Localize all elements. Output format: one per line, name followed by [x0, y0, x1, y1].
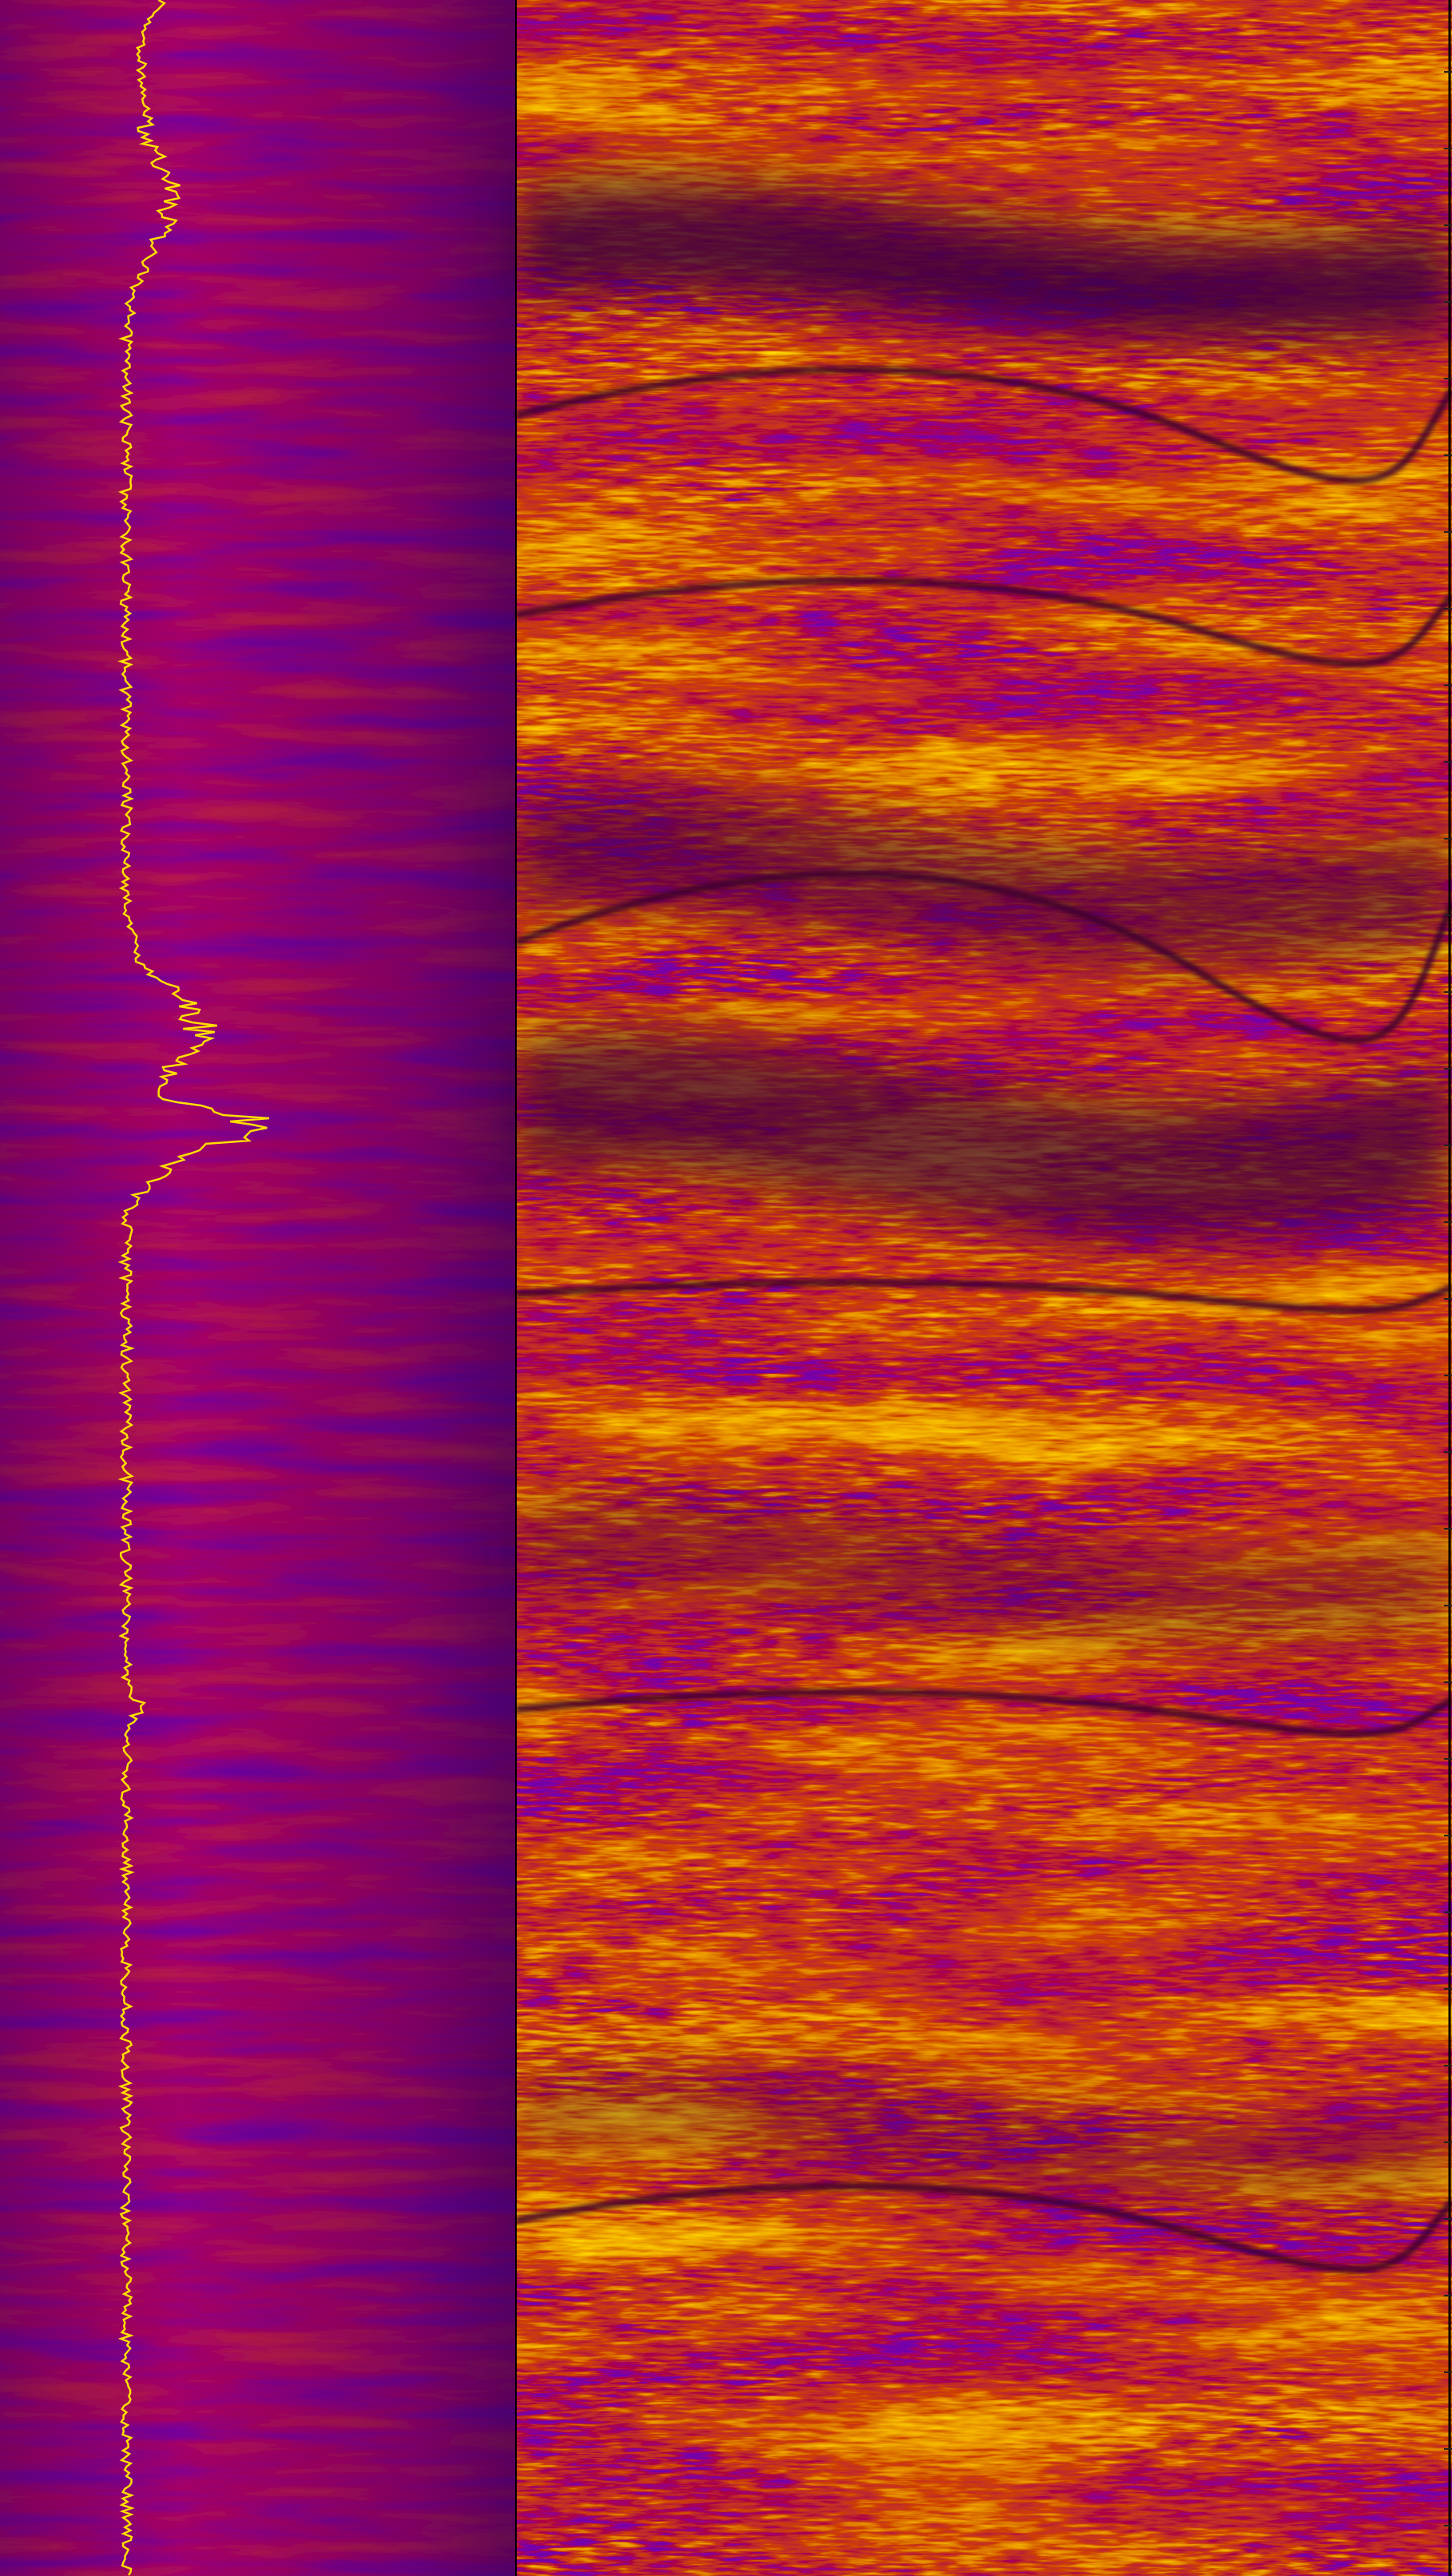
fracture [515, 2182, 1452, 2273]
dark-band [516, 2066, 1452, 2201]
fracture [515, 1279, 1452, 1314]
fracture [514, 366, 1452, 484]
dark-bands [516, 173, 1452, 2201]
dark-band [516, 227, 1452, 343]
dynamic-image-panel [514, 0, 1452, 2576]
dark-band [516, 789, 1452, 967]
static-image-panel [0, 0, 516, 2576]
panel-shade [0, 0, 516, 2576]
fracture [515, 577, 1452, 668]
dark-band [516, 1491, 1452, 1648]
fracture [514, 870, 1452, 1044]
log-curve [117, 0, 270, 2576]
fractures [514, 366, 1452, 2273]
fracture [515, 1689, 1452, 1738]
depth-ticks [1444, 71, 1452, 2526]
dark-band [516, 1030, 1452, 1241]
